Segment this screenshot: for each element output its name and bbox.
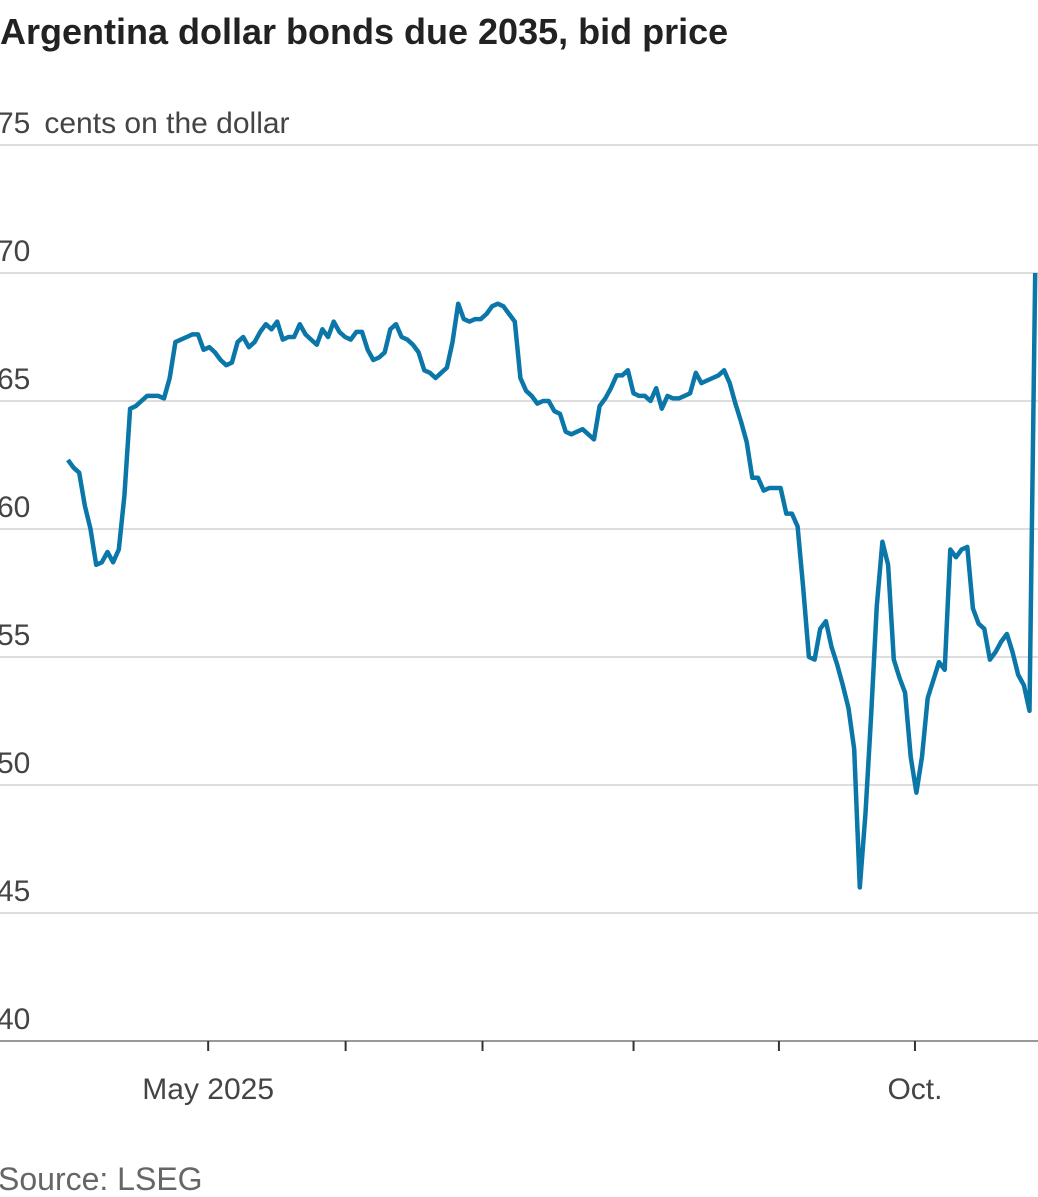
y-tick-label: 40 — [0, 1003, 30, 1036]
y-axis-label: cents on the dollar — [44, 107, 289, 140]
y-tick-label: 65 — [0, 363, 30, 396]
x-tick-label: May 2025 — [142, 1073, 274, 1106]
y-tick-label: 70 — [0, 235, 30, 268]
y-tick-label: 50 — [0, 747, 30, 780]
price-line — [66, 272, 1038, 890]
y-tick-label: 45 — [0, 875, 30, 908]
x-tick-label: Oct. — [887, 1073, 942, 1106]
source: Source: LSEG — [0, 1161, 203, 1197]
y-tick-label: 75 — [0, 107, 30, 140]
y-tick-label: 55 — [0, 619, 30, 652]
chart-title: Argentina dollar bonds due 2035, bid pri… — [0, 11, 728, 52]
y-tick-label: 60 — [0, 491, 30, 524]
